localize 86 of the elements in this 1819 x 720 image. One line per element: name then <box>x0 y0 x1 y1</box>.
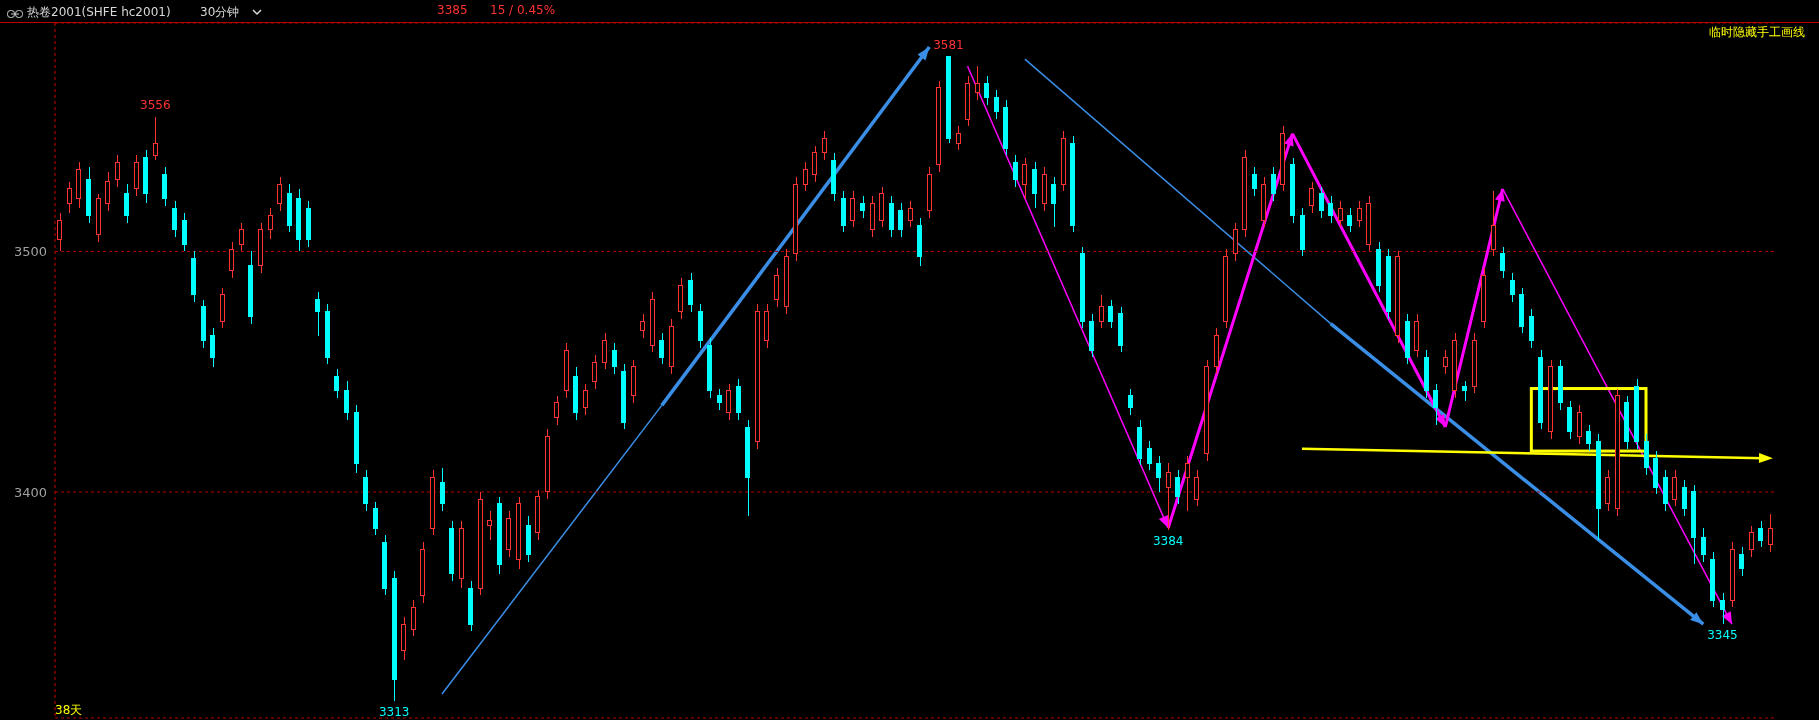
candlestick <box>640 313 646 339</box>
candlestick <box>1356 200 1362 229</box>
text: 15 / 0.45% <box>490 3 556 17</box>
candlestick <box>974 65 980 101</box>
candlestick <box>152 116 158 161</box>
candlestick <box>1251 166 1257 197</box>
candlestick <box>1337 200 1343 229</box>
candlestick <box>1328 195 1334 224</box>
candlestick <box>1681 479 1687 517</box>
candlestick <box>1165 462 1171 532</box>
candlestick <box>821 130 827 161</box>
candlestick <box>1767 512 1773 553</box>
candlestick <box>898 202 904 238</box>
candlestick <box>1586 423 1592 452</box>
candlestick <box>277 176 283 212</box>
candlestick <box>659 332 665 366</box>
candlestick <box>1700 527 1706 563</box>
candlestick <box>1720 592 1726 625</box>
candlestick <box>1433 382 1439 426</box>
candlestick <box>1051 176 1057 229</box>
candlestick <box>812 144 818 183</box>
candlestick <box>582 382 588 416</box>
y-tick-label: 3400 <box>13 484 47 500</box>
candlestick <box>1194 469 1200 508</box>
candlestick <box>860 195 866 219</box>
candlestick <box>1184 455 1190 512</box>
candlestick <box>1022 156 1028 200</box>
candlestick <box>1108 298 1114 330</box>
candlestick <box>238 221 244 253</box>
chart-title: 热卷2001(SHFE hc2001) <box>27 5 171 19</box>
candlestick <box>105 171 111 212</box>
annotation: 3384 <box>1152 534 1184 549</box>
candlestick <box>907 200 913 229</box>
candlestick <box>1748 524 1754 558</box>
candlestick <box>850 190 856 229</box>
candlestick <box>554 395 560 426</box>
candlestick <box>993 89 999 120</box>
annotation: 38天 <box>55 703 83 717</box>
candlestick <box>315 291 321 337</box>
candlestick <box>66 180 72 214</box>
candlestick <box>611 342 617 375</box>
candlestick <box>1442 349 1448 375</box>
candlestick <box>334 368 340 399</box>
candlestick <box>1509 272 1515 303</box>
candlestick <box>267 207 273 241</box>
candlestick <box>1758 520 1764 549</box>
annotation: 3345 <box>1707 628 1738 643</box>
candlestick <box>1462 380 1468 402</box>
candlestick <box>57 212 63 253</box>
candlestick <box>114 154 120 188</box>
candlestick <box>1127 387 1133 416</box>
annotation: 临时隐藏手工画线 <box>1709 25 1805 39</box>
candlestick <box>592 354 598 390</box>
candlestick <box>1500 245 1506 279</box>
candlestick <box>984 75 990 106</box>
candlestick <box>344 380 350 421</box>
candlestick <box>1012 154 1018 188</box>
candlestick <box>802 161 808 193</box>
candlestick <box>439 467 445 512</box>
candlestick <box>410 599 416 637</box>
candlestick <box>1156 455 1162 493</box>
candlestick <box>1309 180 1315 214</box>
annotation: 3556 <box>140 97 171 112</box>
candlestick <box>172 200 178 238</box>
candlestick <box>1270 166 1276 202</box>
candlestick <box>372 500 378 536</box>
candlestick <box>716 387 722 411</box>
candlestick <box>487 510 493 541</box>
candlestick <box>124 183 130 224</box>
candlestick <box>1672 469 1678 508</box>
candlestick <box>1347 207 1353 233</box>
chart-subtitle: 30分钟 <box>200 5 240 19</box>
candlestick <box>210 327 216 368</box>
candlestick <box>1175 469 1181 505</box>
y-tick-label: 3500 <box>13 244 47 260</box>
candlestick <box>726 382 732 421</box>
annotation: 3581 <box>933 37 964 52</box>
candlestick <box>1098 294 1104 330</box>
candlestick <box>955 125 961 152</box>
candlestick <box>229 241 235 279</box>
candlestick <box>1739 546 1745 577</box>
candlestick <box>1146 440 1152 472</box>
candlestick <box>602 332 608 371</box>
annotation: 3313 <box>378 705 410 720</box>
text: 3385 <box>437 3 468 17</box>
candlestick <box>1318 185 1324 219</box>
